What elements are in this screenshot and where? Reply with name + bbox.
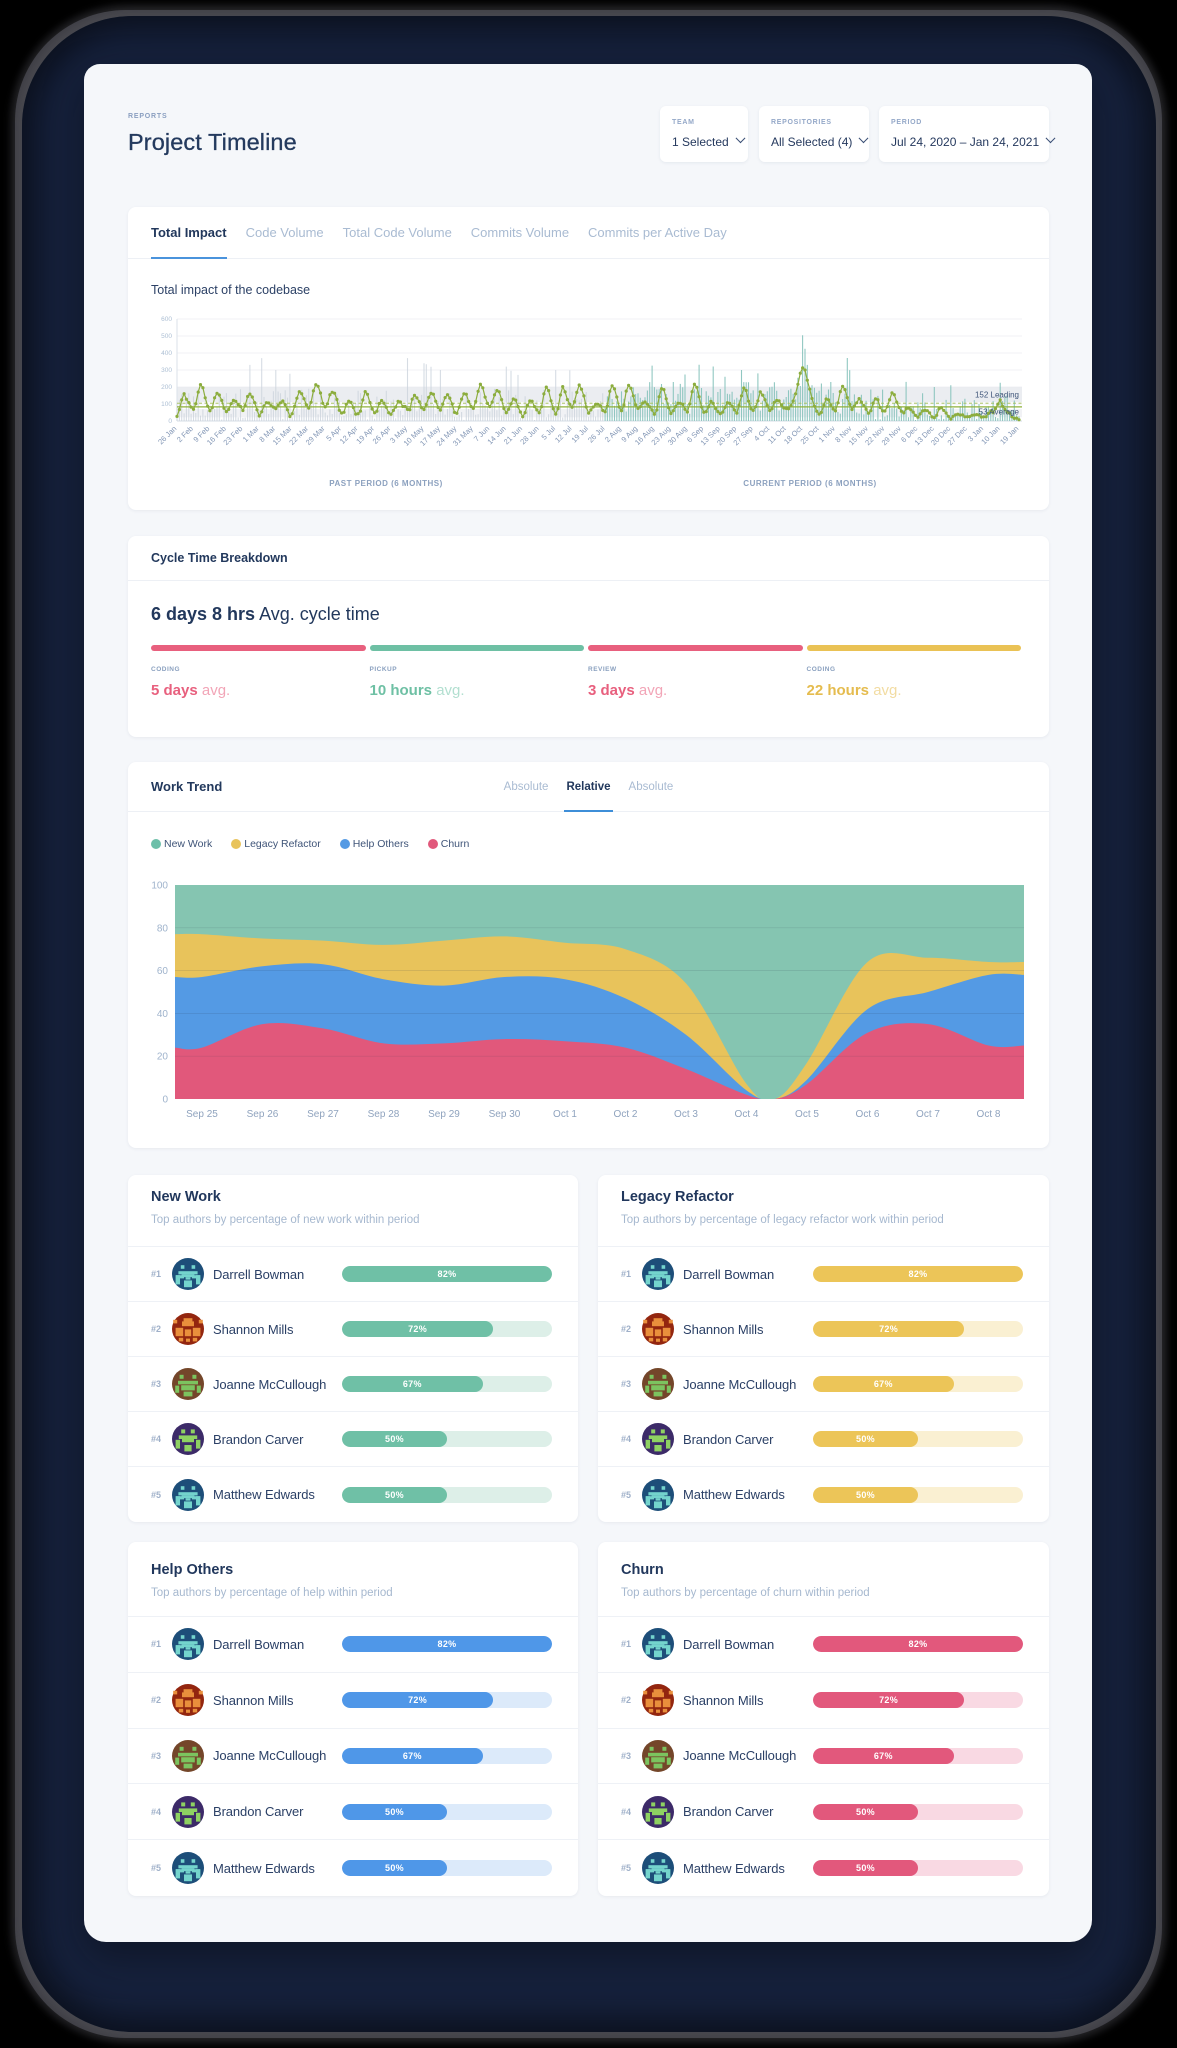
svg-text:60: 60 [157, 966, 169, 977]
svg-text:40: 40 [157, 1009, 169, 1020]
svg-text:CURRENT PERIOD (6 MONTHS): CURRENT PERIOD (6 MONTHS) [743, 479, 876, 488]
svg-text:12 Jul: 12 Jul [553, 424, 574, 445]
svg-text:Oct 8: Oct 8 [977, 1109, 1001, 1120]
svg-text:1 Mar: 1 Mar [241, 424, 261, 444]
svg-text:26 Jan: 26 Jan [156, 424, 178, 446]
svg-text:152 Leading: 152 Leading [975, 391, 1019, 400]
svg-text:200: 200 [161, 384, 172, 391]
svg-text:20: 20 [157, 1052, 169, 1063]
svg-text:Sep 28: Sep 28 [368, 1109, 400, 1120]
svg-text:10 Jan: 10 Jan [979, 424, 1001, 446]
svg-text:53 Average: 53 Average [979, 408, 1020, 417]
svg-text:Sep 30: Sep 30 [489, 1109, 521, 1120]
svg-text:2 Feb: 2 Feb [175, 424, 195, 444]
svg-text:26 Apr: 26 Apr [371, 424, 393, 446]
svg-text:Oct 6: Oct 6 [856, 1109, 880, 1120]
svg-text:Oct 4: Oct 4 [735, 1109, 759, 1120]
svg-text:Oct 5: Oct 5 [795, 1109, 819, 1120]
svg-text:19 Jul: 19 Jul [569, 424, 590, 445]
svg-text:19 Jan: 19 Jan [998, 424, 1020, 446]
svg-text:Oct 1: Oct 1 [553, 1109, 577, 1120]
svg-text:Sep 29: Sep 29 [428, 1109, 460, 1120]
svg-text:Sep 26: Sep 26 [247, 1109, 279, 1120]
svg-text:400: 400 [161, 350, 172, 357]
svg-text:100: 100 [161, 401, 172, 408]
svg-text:28 Jun: 28 Jun [518, 424, 540, 446]
svg-text:2 Aug: 2 Aug [603, 424, 623, 444]
svg-text:500: 500 [161, 333, 172, 340]
svg-text:Sep 27: Sep 27 [307, 1109, 339, 1120]
svg-text:80: 80 [157, 923, 169, 934]
svg-text:PAST PERIOD (6 MONTHS): PAST PERIOD (6 MONTHS) [329, 479, 443, 488]
svg-text:600: 600 [161, 316, 172, 323]
svg-text:Sep 25: Sep 25 [186, 1109, 218, 1120]
svg-text:Oct 7: Oct 7 [916, 1109, 940, 1120]
svg-text:26 Jul: 26 Jul [586, 424, 607, 445]
svg-text:0: 0 [168, 418, 172, 425]
svg-text:0: 0 [162, 1095, 168, 1106]
svg-text:300: 300 [161, 367, 172, 374]
svg-text:1 Nov: 1 Nov [817, 424, 837, 444]
svg-text:25 Oct: 25 Oct [799, 423, 822, 446]
svg-text:Oct 2: Oct 2 [614, 1109, 638, 1120]
svg-text:100: 100 [151, 881, 168, 892]
svg-text:Oct 3: Oct 3 [674, 1109, 698, 1120]
svg-text:29 Mar: 29 Mar [304, 424, 327, 447]
